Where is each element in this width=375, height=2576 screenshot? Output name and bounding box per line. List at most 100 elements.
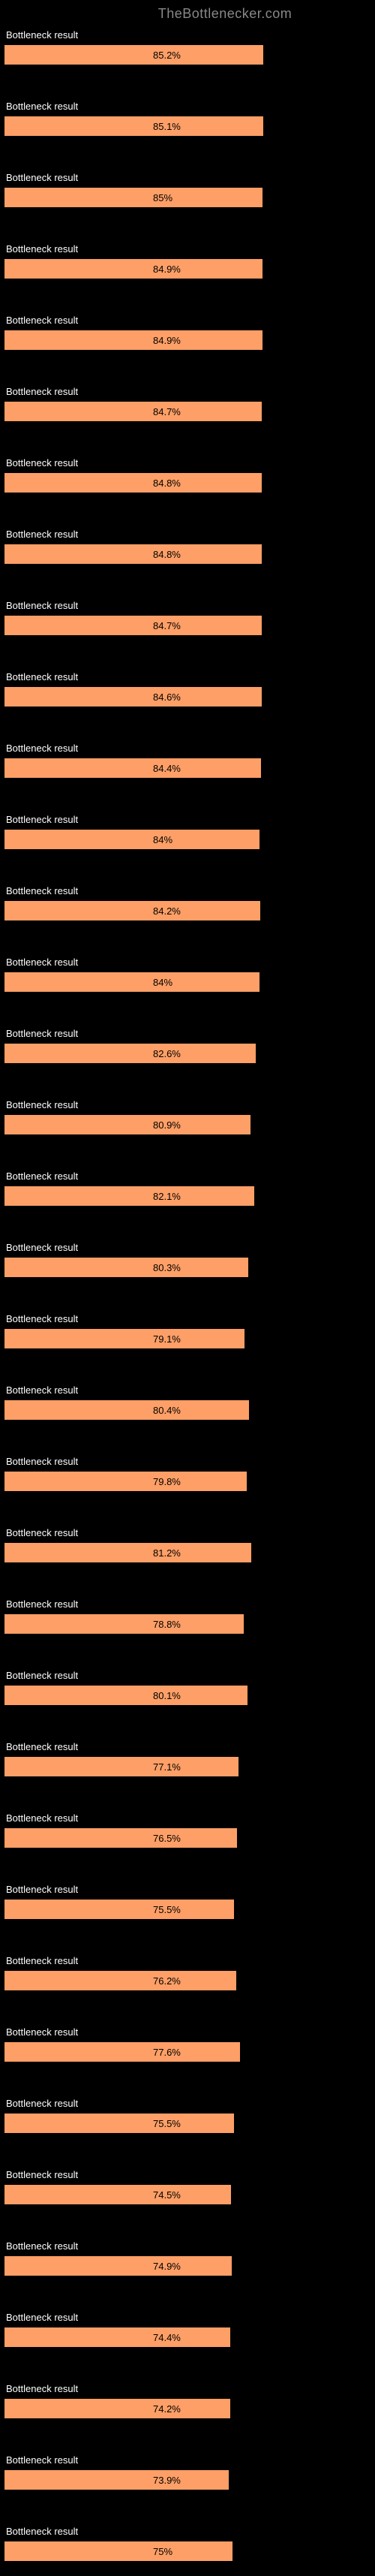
bar-track: 84% [4,972,308,992]
bar-fill: 76.5% [4,1828,237,1848]
bar-track: 74.2% [4,2399,308,2418]
bar-group: Bottleneck result84% [4,814,370,849]
bar-fill: 79.1% [4,1329,244,1348]
bar-fill: 73.9% [4,2470,229,2490]
bar-fill: 77.1% [4,1757,238,1776]
bar-fill: 75.5% [4,1900,234,1919]
bar-value: 78.8% [153,1619,181,1630]
bar-group: Bottleneck result 74.4% [4,2312,370,2347]
bar-value: 82.1% [153,1191,181,1202]
bar-group: Bottleneck result85.1% [4,101,370,136]
bar-label: Bottleneck result [4,957,370,968]
bar-label: Bottleneck result [4,2098,370,2109]
bar-track: 82.1% [4,1186,308,1206]
bar-value: 81.2% [153,1547,181,1559]
bar-track: 79.8% [4,1472,308,1491]
bar-label: Bottleneck result [4,885,370,896]
bar-fill: 74.2% [4,2399,230,2418]
bar-value: 76.2% [153,1975,181,1987]
bar-track: 77.1% [4,1757,308,1776]
bar-fill: 84.8% [4,473,262,493]
bar-value: 74.5% [153,2189,181,2201]
bottleneck-bar-chart: Bottleneck result85.2%Bottleneck result8… [0,29,375,2561]
bar-track: 78.8% [4,1614,308,1634]
bar-group: Bottleneck result 74.5% [4,2169,370,2204]
bar-value: 75% [153,2546,172,2557]
bar-group: Bottleneck result 84.2% [4,885,370,920]
bar-label: Bottleneck result [4,600,370,611]
bar-label: Bottleneck result [4,1384,370,1396]
bar-fill: 80.3% [4,1258,248,1277]
bar-label: Bottleneck result [4,529,370,540]
bar-track: 84.8% [4,473,308,493]
bar-track: 80.4% [4,1400,308,1420]
bar-group: Bottleneck result 80.1% [4,1670,370,1705]
bar-label: Bottleneck result [4,172,370,183]
bar-value: 82.6% [153,1048,181,1059]
bar-track: 74.5% [4,2185,308,2204]
bar-label: Bottleneck result [4,2312,370,2323]
bar-label: Bottleneck result [4,386,370,397]
bar-value: 80.4% [153,1405,181,1416]
bar-value: 75.5% [153,2118,181,2129]
bar-value: 80.9% [153,1119,181,1131]
bar-group: Bottleneck result 80.3% [4,1242,370,1277]
bar-group: Bottleneck result84.9% [4,315,370,350]
bar-value: 84.4% [153,763,181,774]
bar-fill: 85% [4,188,262,207]
bar-label: Bottleneck result [4,1242,370,1253]
bar-group: Bottleneck result84.4% [4,743,370,778]
bar-track: 85% [4,188,308,207]
bar-value: 77.6% [153,2047,181,2058]
bar-value: 85.2% [153,50,181,61]
bar-value: 85.1% [153,121,181,132]
bar-value: 76.5% [153,1833,181,1844]
bar-value: 74.4% [153,2332,181,2343]
bar-group: Bottleneck result79.8% [4,1456,370,1491]
bar-value: 84.7% [153,406,181,417]
bar-label: Bottleneck result [4,1955,370,1966]
bar-group: Bottleneck result 84.8% [4,529,370,564]
bar-group: Bottleneck result75.5% [4,1884,370,1919]
bar-group: Bottleneck result 73.9% [4,2454,370,2490]
bar-group: Bottleneck result 81.2% [4,1527,370,1562]
bar-label: Bottleneck result [4,2454,370,2466]
bar-group: Bottleneck result 80.9% [4,1099,370,1134]
bar-value: 84.8% [153,549,181,560]
bar-track: 80.9% [4,1115,308,1134]
bar-track: 75% [4,2541,308,2561]
bar-value: 79.1% [153,1333,181,1345]
bar-fill: 75.5% [4,2114,234,2133]
bar-group: Bottleneck result85.2% [4,29,370,65]
bar-fill: 79.8% [4,1472,247,1491]
bar-label: Bottleneck result [4,814,370,825]
bar-label: Bottleneck result [4,671,370,682]
bar-label: Bottleneck result [4,243,370,255]
bar-fill: 80.4% [4,1400,249,1420]
bar-label: Bottleneck result [4,1527,370,1538]
bar-label: Bottleneck result [4,2169,370,2180]
bar-group: Bottleneck result 84.6% [4,671,370,707]
bar-fill: 82.1% [4,1186,254,1206]
bar-label: Bottleneck result [4,2240,370,2252]
bar-value: 80.1% [153,1690,181,1701]
bar-fill: 84.8% [4,544,262,564]
bar-label: Bottleneck result [4,1741,370,1752]
bar-label: Bottleneck result [4,1028,370,1039]
bar-track: 81.2% [4,1543,308,1562]
bar-group: Bottleneck result74.9% [4,2240,370,2276]
bar-group: Bottleneck result 75.5% [4,2098,370,2133]
bar-fill: 81.2% [4,1543,251,1562]
bar-label: Bottleneck result [4,1670,370,1681]
bar-group: Bottleneck result84.8% [4,457,370,493]
bar-value: 84.2% [153,905,181,917]
bar-group: Bottleneck result74.2% [4,2383,370,2418]
bar-label: Bottleneck result [4,1099,370,1110]
bar-track: 84.6% [4,687,308,707]
bar-track: 84.8% [4,544,308,564]
bar-track: 85.2% [4,45,308,65]
bar-value: 84.7% [153,620,181,631]
bar-group: Bottleneck result75% [4,2526,370,2561]
bar-label: Bottleneck result [4,2026,370,2038]
bar-value: 80.3% [153,1262,181,1273]
